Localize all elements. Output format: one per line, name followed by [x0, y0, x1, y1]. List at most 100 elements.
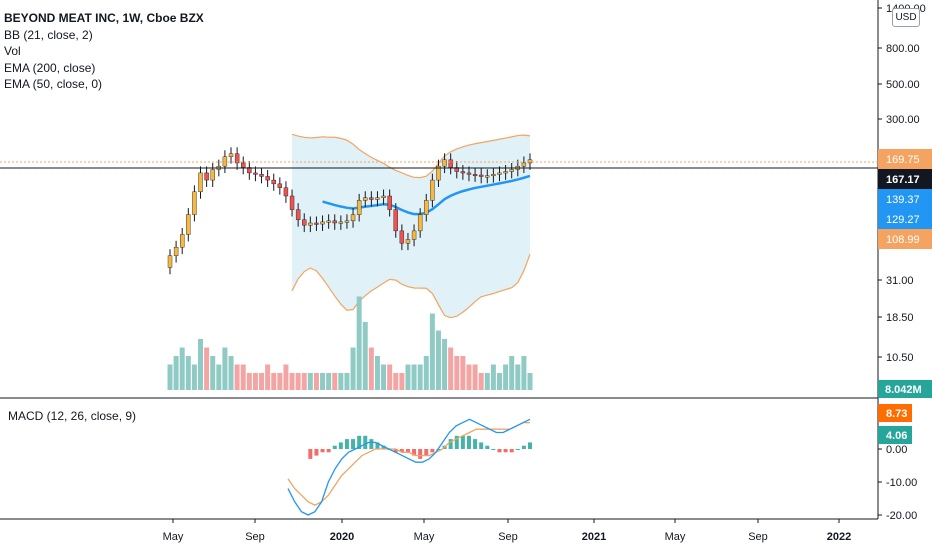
macd-histogram-bar [418, 449, 423, 459]
time-tick-label: May [163, 531, 184, 543]
bb-fill [292, 134, 530, 318]
candle-body [454, 167, 459, 172]
volume-bar [259, 373, 265, 390]
legend-ema50[interactable]: EMA (50, close, 0) [4, 77, 103, 91]
time-tick-label: May [665, 531, 686, 543]
currency-button[interactable]: USD [892, 8, 920, 27]
volume-bar [374, 356, 380, 390]
volume-bar [191, 364, 197, 390]
candle-body [527, 159, 533, 164]
candle-body [271, 179, 276, 185]
volume-label-box [878, 380, 932, 398]
macd-histogram-bar [497, 449, 502, 453]
volume-bar [429, 313, 435, 390]
candle-body [448, 159, 453, 168]
bb-upper [291, 133, 531, 179]
candle-body [186, 214, 191, 235]
volume-bar [478, 373, 484, 390]
bb-lower [291, 254, 531, 319]
candle-body [265, 176, 270, 181]
candle-body [173, 247, 179, 256]
time-tick-label: Sep [498, 531, 518, 543]
macd-value-box [878, 404, 912, 422]
candle-body [417, 214, 423, 232]
candle-body [478, 174, 484, 177]
macd-histogram-bar [485, 445, 490, 449]
macd-legend[interactable]: MACD (12, 26, close, 9) [8, 409, 137, 423]
macd-histogram-bar [399, 449, 404, 453]
volume-bar [289, 373, 295, 390]
volume-bar [515, 364, 521, 390]
candle-body [509, 169, 514, 172]
legend-ema200[interactable]: EMA (200, close) [4, 60, 96, 75]
volume-bar [454, 356, 460, 390]
volume-bar [381, 364, 387, 390]
price-tick-label: 31.00 [886, 275, 914, 287]
candle-body [228, 153, 234, 157]
candle-body [411, 230, 417, 240]
macd-histogram-bar [503, 449, 508, 453]
main-legend: BEYOND MEAT INC, 1W, Cboe BZX BB (21, cl… [4, 10, 204, 93]
candle-body [314, 222, 319, 225]
volume-bar [185, 356, 191, 390]
volume-bar [265, 364, 271, 390]
macd-histogram-bar [351, 439, 356, 449]
volume-bar [301, 373, 307, 390]
candle-body [259, 174, 264, 177]
candle-body [253, 172, 258, 175]
candle-body [320, 221, 325, 225]
price-tick-label: 10.50 [886, 352, 914, 364]
macd-histogram-bar [308, 449, 313, 459]
volume-bar [350, 347, 356, 390]
price-tick-label: 800.00 [886, 43, 920, 55]
candle-body [424, 200, 429, 215]
macd-histogram-bar [344, 439, 349, 449]
macd-value-text: 8.73 [886, 408, 907, 420]
volume-bar [277, 373, 283, 390]
macd-histogram-bar [521, 445, 526, 449]
candle-body [472, 174, 478, 177]
volume-bar [423, 356, 429, 390]
volume-bar [338, 373, 344, 390]
candle-body [247, 167, 252, 174]
candle-body [241, 162, 246, 168]
candle-body [326, 220, 331, 223]
time-tick-label: Sep [748, 531, 768, 543]
macd-histogram-bar [430, 449, 435, 453]
macd-line [287, 418, 531, 516]
macd-histogram-bar [473, 439, 478, 449]
macd-histogram-bar [381, 445, 386, 449]
candle-body [222, 156, 228, 167]
volume-bar [344, 373, 350, 390]
volume-bar [210, 356, 216, 390]
volume-bar [198, 339, 204, 390]
macd-histogram-bar [338, 442, 343, 449]
macd-tick-label: -10.00 [886, 477, 917, 489]
volume-bar [527, 373, 533, 390]
legend-bb[interactable]: BB (21, close, 2) [4, 27, 93, 42]
candle-body [308, 222, 313, 226]
volume-bar [509, 356, 515, 390]
macd-tick-label: 0.00 [886, 444, 907, 456]
macd-histogram-bar [460, 435, 465, 449]
candle-body [375, 197, 380, 200]
volume-bar [387, 364, 393, 390]
macd-value-box [878, 426, 912, 444]
volume-bar [234, 364, 240, 390]
candle-body [332, 220, 337, 224]
candle-body [234, 153, 240, 164]
macd-histogram-bar [326, 449, 331, 453]
legend-vol[interactable]: Vol [4, 44, 21, 58]
symbol-title[interactable]: BEYOND MEAT INC, 1W, Cboe BZX [4, 11, 204, 25]
macd-histogram-bar [424, 449, 429, 456]
candle-body [167, 255, 173, 268]
candle-body [387, 195, 392, 210]
time-tick-label: May [414, 531, 435, 543]
macd-histogram-bar [320, 449, 325, 453]
candle-body [485, 175, 490, 178]
volume-bar [411, 364, 417, 390]
candle-body [210, 169, 215, 181]
candle-body [381, 195, 386, 198]
